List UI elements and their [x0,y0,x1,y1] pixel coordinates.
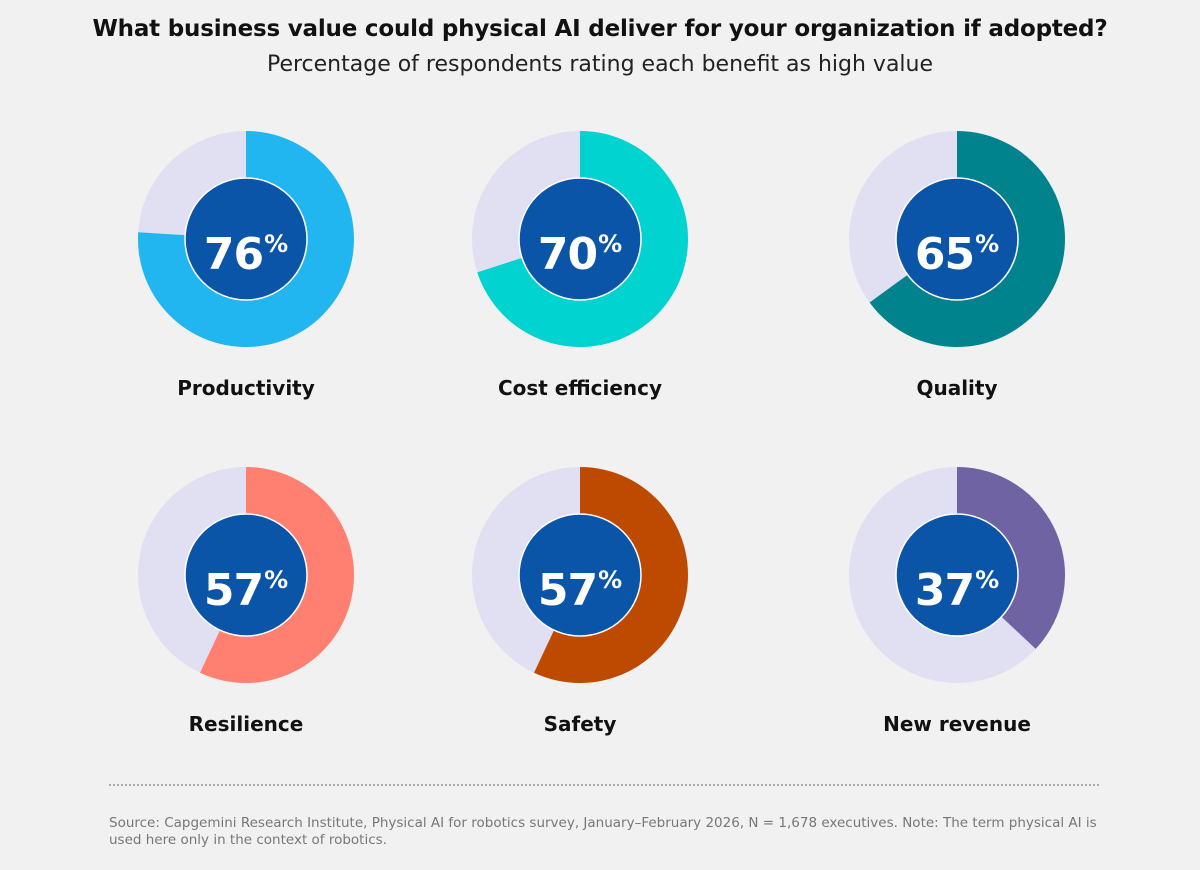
category-label: Cost efficiency [497,376,663,400]
value-label: 57% [126,550,366,621]
value-number: 57 [203,565,264,616]
value-number: 65 [914,229,975,280]
category-label: Quality [916,376,998,400]
value-label: 76% [126,214,366,285]
donut-svg [138,467,354,683]
value-label: 37% [837,550,1077,621]
source-note: Source: Capgemini Research Institute, Ph… [109,815,1097,848]
value-number: 37 [914,565,975,616]
percent-sign: % [975,566,1000,594]
value-number: 70 [537,229,598,280]
donut-svg [472,467,688,683]
value-label: 65% [837,214,1077,285]
value-label: 57% [460,550,700,621]
donut-quality: 65% Quality [837,131,1077,431]
category-label: Productivity [177,376,315,400]
category-label: New revenue [883,712,1031,736]
donut-safety: 57% Safety [460,467,700,767]
percent-sign: % [598,230,623,258]
chart-title: What business value could physical AI de… [92,16,1108,42]
value-number: 76 [203,229,264,280]
percent-sign: % [264,566,289,594]
donut-center [184,513,308,637]
donut-svg [849,467,1065,683]
donut-center [895,177,1019,301]
donut-segment [138,131,354,347]
percent-sign: % [975,230,1000,258]
category-label: Safety [543,712,617,736]
donut-svg [849,131,1065,347]
chart-subtitle: Percentage of respondents rating each be… [266,52,934,77]
donut-cost-efficiency: 70% Cost efficiency [460,131,700,431]
value-label: 70% [460,214,700,285]
percent-sign: % [598,566,623,594]
donut-center [895,513,1019,637]
divider [109,784,1099,786]
donut-center [184,177,308,301]
donut-svg [472,131,688,347]
donut-svg [138,131,354,347]
donut-center [518,177,642,301]
percent-sign: % [264,230,289,258]
donut-resilience: 57% Resilience [126,467,366,767]
donut-center [518,513,642,637]
category-label: Resilience [188,712,304,736]
value-number: 57 [537,565,598,616]
donut-new-revenue: 37% New revenue [837,467,1077,767]
donut-productivity: 76% Productivity [126,131,366,431]
